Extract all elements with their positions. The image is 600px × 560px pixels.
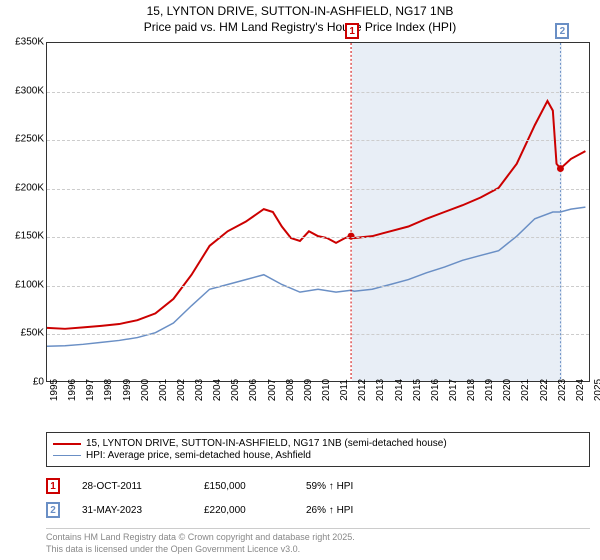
series-line bbox=[47, 101, 585, 329]
title-line-1: 15, LYNTON DRIVE, SUTTON-IN-ASHFIELD, NG… bbox=[0, 4, 600, 20]
legend-item: 15, LYNTON DRIVE, SUTTON-IN-ASHFIELD, NG… bbox=[53, 438, 583, 449]
y-axis-label: £150K bbox=[15, 231, 44, 242]
x-axis-label: 2019 bbox=[484, 379, 495, 401]
legend-label: 15, LYNTON DRIVE, SUTTON-IN-ASHFIELD, NG… bbox=[86, 438, 447, 449]
sale-price: £150,000 bbox=[204, 481, 284, 492]
x-axis-label: 2013 bbox=[375, 379, 386, 401]
x-axis-label: 2010 bbox=[321, 379, 332, 401]
sale-date: 28-OCT-2011 bbox=[82, 481, 182, 492]
plot-area: 12 bbox=[46, 42, 590, 382]
x-axis-label: 2016 bbox=[430, 379, 441, 401]
x-axis-label: 2022 bbox=[539, 379, 550, 401]
y-axis-label: £100K bbox=[15, 279, 44, 290]
x-axis-label: 2017 bbox=[448, 379, 459, 401]
sale-marker-box: 1 bbox=[46, 478, 60, 494]
legend-label: HPI: Average price, semi-detached house,… bbox=[86, 450, 311, 461]
y-axis-label: £50K bbox=[21, 328, 44, 339]
x-axis-label: 2021 bbox=[520, 379, 531, 401]
sale-hpi-change: 59% ↑ HPI bbox=[306, 481, 406, 492]
x-axis-label: 2008 bbox=[285, 379, 296, 401]
plot-svg bbox=[47, 43, 589, 381]
x-axis-label: 2023 bbox=[557, 379, 568, 401]
sale-hpi-change: 26% ↑ HPI bbox=[306, 505, 406, 516]
x-axis-label: 2006 bbox=[248, 379, 259, 401]
x-axis-label: 2011 bbox=[339, 379, 350, 401]
x-axis-label: 2024 bbox=[575, 379, 586, 401]
legend-swatch bbox=[53, 443, 81, 445]
y-axis-label: £250K bbox=[15, 134, 44, 145]
x-axis-label: 1998 bbox=[103, 379, 114, 401]
x-axis-label: 2009 bbox=[303, 379, 314, 401]
chart-container: 15, LYNTON DRIVE, SUTTON-IN-ASHFIELD, NG… bbox=[0, 0, 600, 560]
y-axis-label: £350K bbox=[15, 37, 44, 48]
legend: 15, LYNTON DRIVE, SUTTON-IN-ASHFIELD, NG… bbox=[46, 432, 590, 467]
x-axis-label: 2020 bbox=[502, 379, 513, 401]
footnote: Contains HM Land Registry data © Crown c… bbox=[46, 528, 590, 555]
x-axis-label: 1995 bbox=[49, 379, 60, 401]
x-axis-label: 1997 bbox=[85, 379, 96, 401]
x-axis-label: 2015 bbox=[412, 379, 423, 401]
x-axis-label: 2002 bbox=[176, 379, 187, 401]
footnote-line-2: This data is licensed under the Open Gov… bbox=[46, 544, 590, 556]
x-axis-label: 2003 bbox=[194, 379, 205, 401]
sale-row: 2 31-MAY-2023 £220,000 26% ↑ HPI bbox=[46, 502, 590, 518]
chart-marker-box: 1 bbox=[345, 23, 359, 39]
sale-price: £220,000 bbox=[204, 505, 284, 516]
legend-item: HPI: Average price, semi-detached house,… bbox=[53, 450, 583, 461]
x-axis-label: 2025 bbox=[593, 379, 600, 401]
y-axis-label: £0 bbox=[33, 377, 44, 388]
sale-row: 1 28-OCT-2011 £150,000 59% ↑ HPI bbox=[46, 478, 590, 494]
x-axis-label: 2014 bbox=[394, 379, 405, 401]
y-axis-label: £200K bbox=[15, 182, 44, 193]
x-axis-label: 2005 bbox=[230, 379, 241, 401]
x-axis-label: 1999 bbox=[122, 379, 133, 401]
x-axis-label: 2007 bbox=[267, 379, 278, 401]
x-axis-label: 2004 bbox=[212, 379, 223, 401]
chart-marker-box: 2 bbox=[555, 23, 569, 39]
series-line bbox=[47, 207, 585, 346]
footnote-line-1: Contains HM Land Registry data © Crown c… bbox=[46, 532, 590, 544]
x-axis-label: 1996 bbox=[67, 379, 78, 401]
x-axis-label: 2000 bbox=[140, 379, 151, 401]
x-axis-label: 2018 bbox=[466, 379, 477, 401]
chart-title: 15, LYNTON DRIVE, SUTTON-IN-ASHFIELD, NG… bbox=[0, 0, 600, 35]
title-line-2: Price paid vs. HM Land Registry's House … bbox=[0, 20, 600, 36]
y-axis-label: £300K bbox=[15, 85, 44, 96]
x-axis-label: 2001 bbox=[158, 379, 169, 401]
sale-marker-box: 2 bbox=[46, 502, 60, 518]
legend-swatch bbox=[53, 455, 81, 456]
x-axis-label: 2012 bbox=[357, 379, 368, 401]
sale-date: 31-MAY-2023 bbox=[82, 505, 182, 516]
